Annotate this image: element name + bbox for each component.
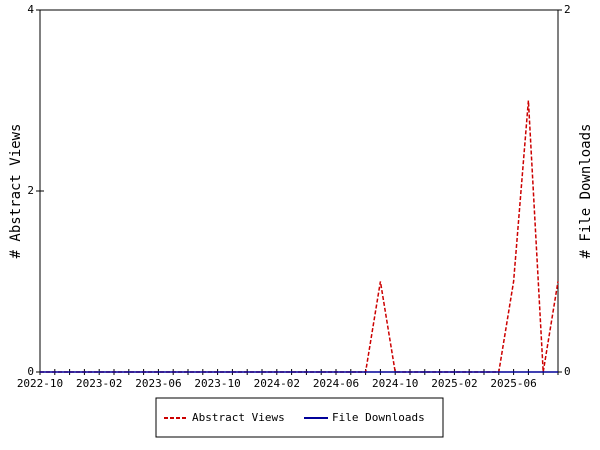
x-tick-label: 2022-10 <box>17 377 63 390</box>
x-tick-label: 2023-06 <box>135 377 181 390</box>
plot-frame <box>39 9 559 373</box>
y-tick-label: 2 <box>27 184 34 197</box>
series-line <box>40 100 559 373</box>
x-tick-label: 2023-02 <box>76 377 122 390</box>
y-axis-title: # Abstract Views <box>8 124 24 259</box>
legend-label: Abstract Views <box>192 411 285 424</box>
legend-label: File Downloads <box>332 411 425 424</box>
y2-tick-label: 0 <box>564 365 571 378</box>
x-tick-label: 2023-10 <box>194 377 240 390</box>
y-tick-label: 4 <box>27 3 34 16</box>
legend-box <box>155 397 444 438</box>
y2-axis-title: # File Downloads <box>578 124 594 259</box>
x-tick-label: 2024-10 <box>372 377 418 390</box>
x-tick-label: 2024-06 <box>313 377 359 390</box>
x-tick-label: 2025-02 <box>431 377 477 390</box>
x-tick-label: 2025-06 <box>490 377 536 390</box>
y-tick-label: 0 <box>27 365 34 378</box>
x-tick-label: 2024-02 <box>254 377 300 390</box>
y2-tick-label: 2 <box>564 3 571 16</box>
